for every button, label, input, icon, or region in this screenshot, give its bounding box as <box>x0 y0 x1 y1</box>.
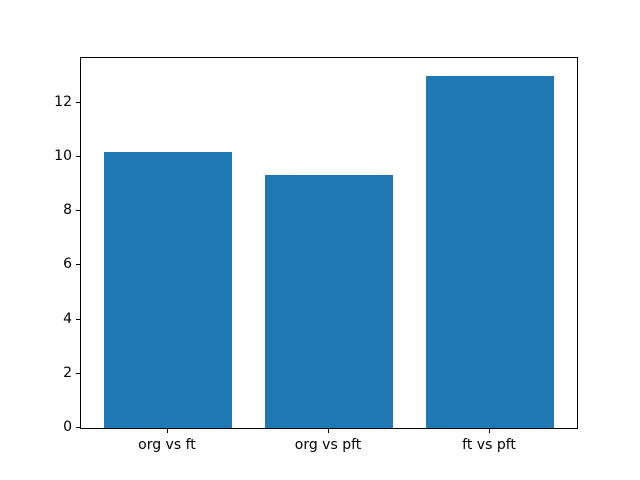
y-tick-mark <box>76 210 80 212</box>
plot-area <box>80 57 578 429</box>
y-tick-label: 8 <box>63 202 72 219</box>
y-tick-mark <box>76 155 80 157</box>
y-tick-mark <box>76 264 80 266</box>
bar-org-vs-pft <box>264 174 394 428</box>
bar-ft-vs-pft <box>425 75 555 428</box>
x-tick-mark <box>489 429 491 433</box>
y-tick-label: 0 <box>63 419 72 435</box>
y-tick-label: 2 <box>63 364 72 381</box>
y-tick-mark <box>76 101 80 103</box>
y-tick-label: 4 <box>63 310 72 327</box>
x-tick-label: org vs ft <box>138 437 196 453</box>
x-tick-mark <box>328 429 329 433</box>
y-tick-mark <box>76 318 80 320</box>
x-tick-mark <box>166 429 168 433</box>
x-tick-label: ft vs pft <box>462 437 516 453</box>
y-tick-label: 10 <box>54 147 72 164</box>
bar-org-vs-ft <box>103 151 233 428</box>
x-tick-label: org vs pft <box>294 437 362 453</box>
y-tick-label: 12 <box>54 93 72 110</box>
y-tick-mark <box>76 372 80 374</box>
y-tick-mark <box>76 427 80 428</box>
y-tick-label: 6 <box>63 256 72 273</box>
